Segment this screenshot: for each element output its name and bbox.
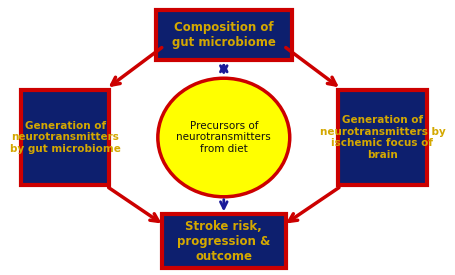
Ellipse shape	[158, 78, 290, 197]
FancyBboxPatch shape	[21, 90, 109, 185]
Text: Precursors of
neurotransmitters
from diet: Precursors of neurotransmitters from die…	[177, 121, 271, 154]
Text: Composition of
gut microbiome: Composition of gut microbiome	[172, 21, 276, 49]
Text: Generation of
neurotransmitters by
ischemic focus of
brain: Generation of neurotransmitters by ische…	[319, 115, 445, 160]
FancyBboxPatch shape	[338, 90, 427, 185]
Text: Stroke risk,
progression &
outcome: Stroke risk, progression & outcome	[177, 220, 270, 263]
FancyBboxPatch shape	[156, 10, 292, 60]
Text: Generation of
neurotransmitters
by gut microbiome: Generation of neurotransmitters by gut m…	[10, 121, 121, 154]
FancyBboxPatch shape	[162, 214, 286, 268]
